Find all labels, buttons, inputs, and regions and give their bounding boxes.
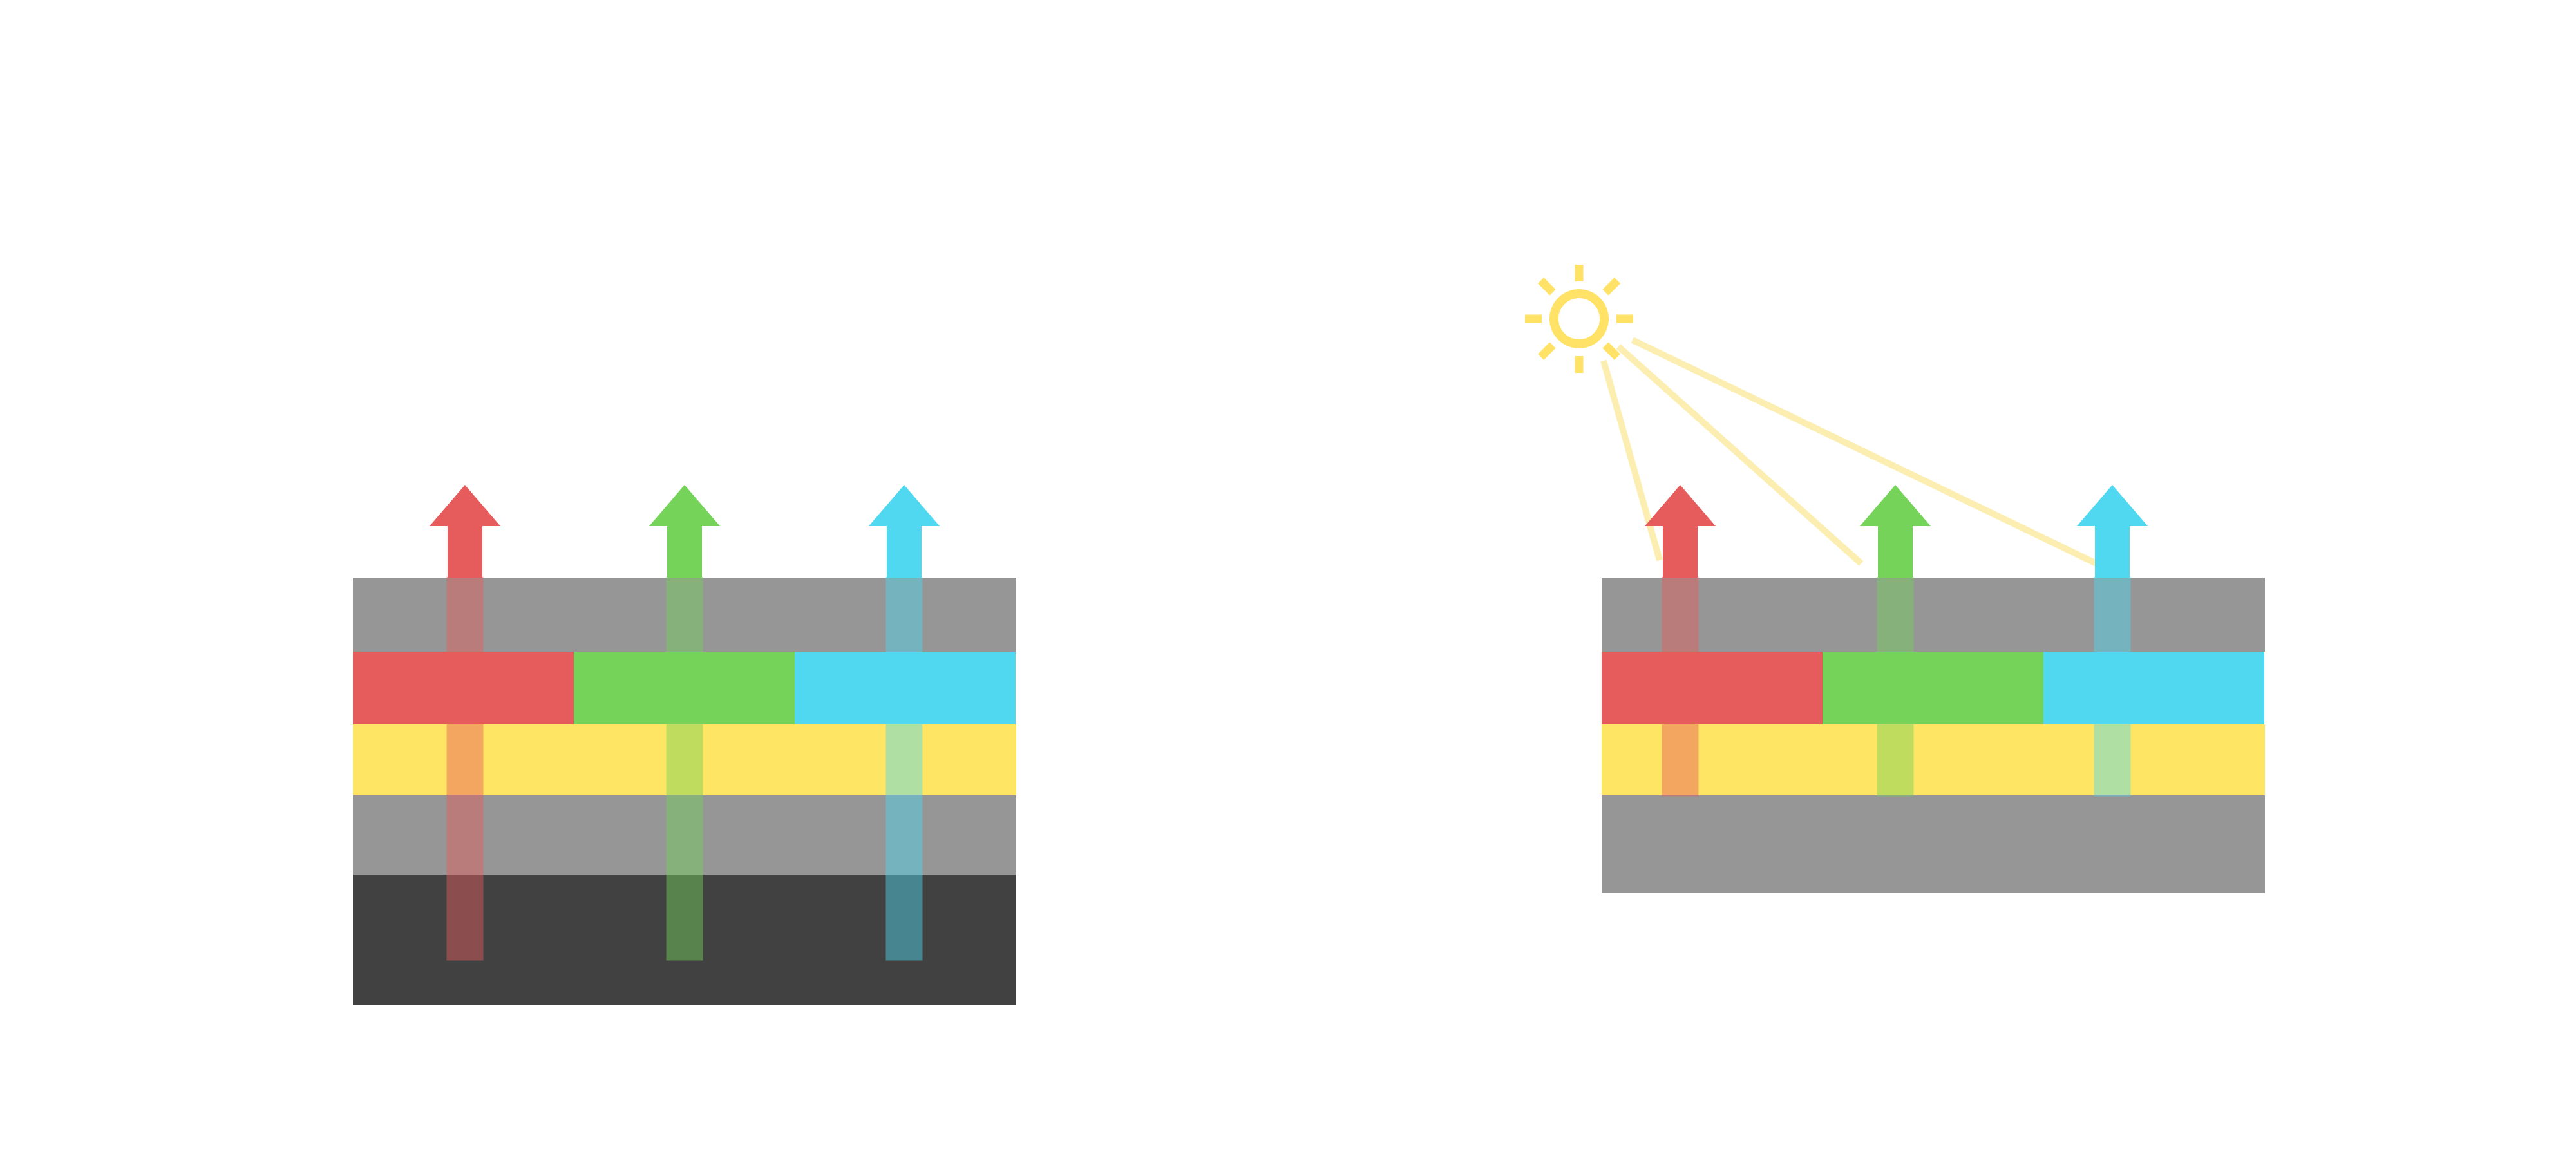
arrows-overlay-group: [1662, 576, 2131, 797]
mid-metal-layer-rect: [353, 795, 1016, 875]
panel-stack-with-sun: [1525, 265, 2265, 893]
red-emission-arrow-shaft-overlay[interactable]: [1662, 576, 1699, 797]
layer-stack: [1602, 578, 2265, 893]
green-emitter-segment-rect: [1823, 652, 2043, 724]
sunlight-beams: [1600, 337, 2098, 567]
layer-stack: [353, 578, 1016, 1005]
substrate-metal-layer-rect: [1602, 795, 2265, 893]
red-emission-arrow-shaft-overlay[interactable]: [446, 576, 484, 961]
top-metal-layer-rect: [1602, 578, 2265, 652]
red-emitter-segment-rect: [1602, 652, 1823, 724]
arrows-overlay-group: [446, 576, 923, 961]
panel-stack-without-sun: [353, 485, 1016, 1005]
cyan-emitter-segment-rect: [2043, 652, 2264, 724]
green-emission-arrow-shaft-overlay[interactable]: [1877, 576, 1914, 797]
sun-ray-1: [1602, 278, 1620, 296]
top-metal-layer-rect: [353, 578, 1016, 652]
beam-to-red-arrow: [1600, 359, 1663, 562]
sun-ray-3: [1602, 342, 1620, 360]
yellow-spacer-layer-rect: [1602, 724, 2265, 795]
sun-disc-ring: [1549, 289, 1609, 348]
sun-ray-5: [1538, 342, 1556, 360]
sun-group: [1525, 265, 1633, 373]
green-emitter-segment-rect: [574, 652, 795, 724]
cyan-emission-arrow-shaft-overlay[interactable]: [886, 576, 923, 961]
substrate-layer-rect: [353, 875, 1016, 1005]
cyan-emission-arrow-shaft-overlay[interactable]: [2094, 576, 2131, 797]
red-emitter-segment-rect: [353, 652, 574, 724]
beam-to-green-arrow: [1616, 344, 1864, 566]
green-emission-arrow-shaft-overlay[interactable]: [666, 576, 703, 961]
yellow-spacer-layer-rect: [353, 724, 1016, 795]
cyan-emitter-segment-rect: [795, 652, 1016, 724]
sun-ray-7: [1538, 278, 1556, 296]
beam-to-cyan-arrow: [1631, 337, 2098, 567]
